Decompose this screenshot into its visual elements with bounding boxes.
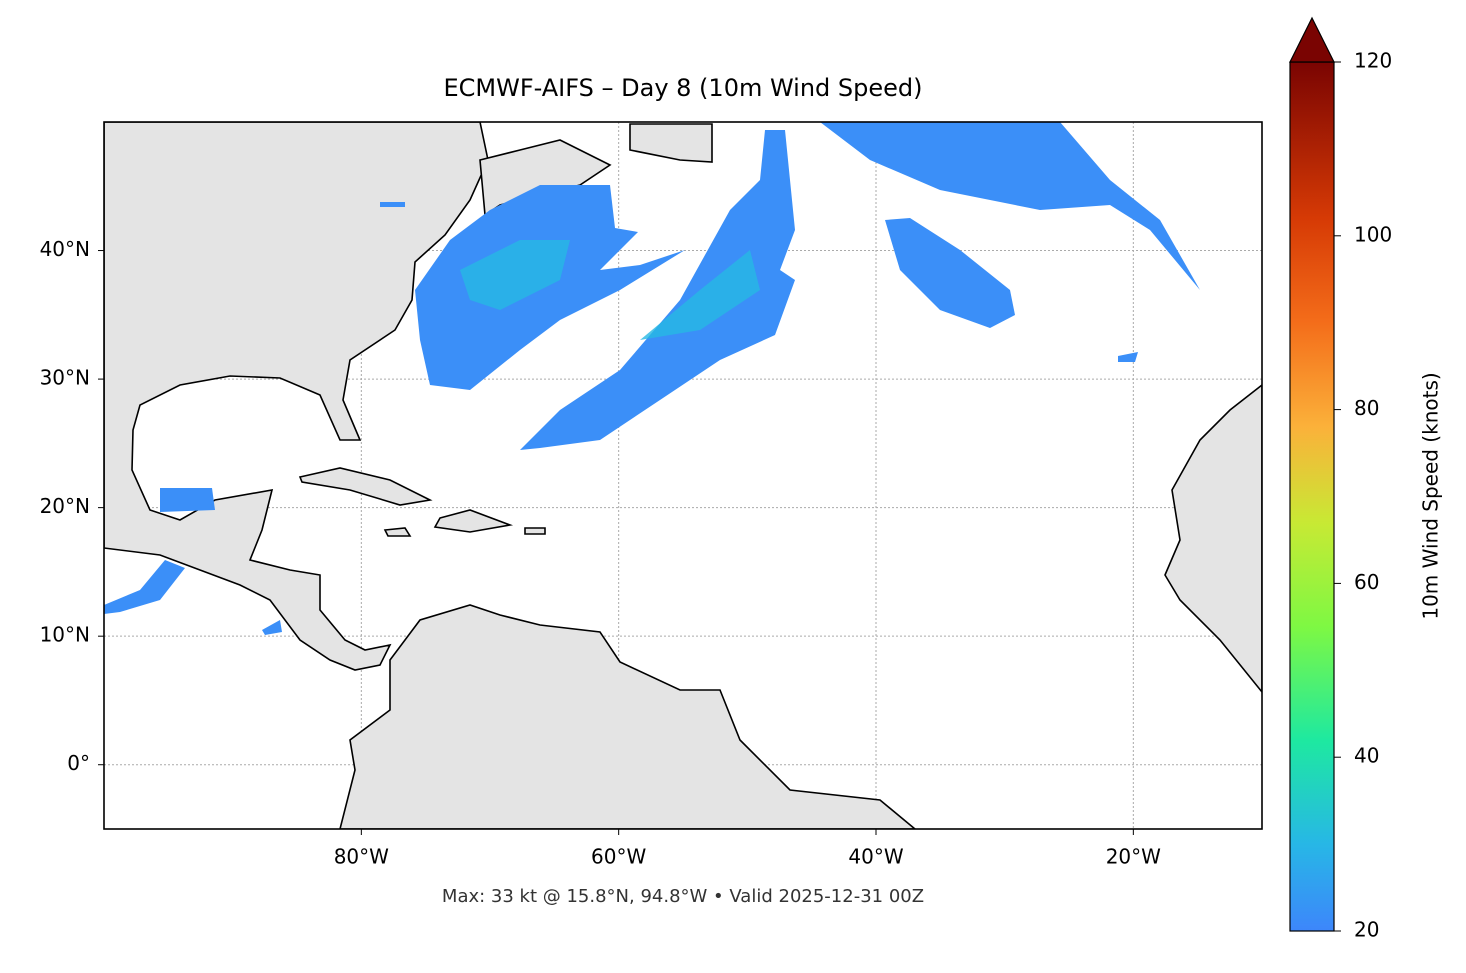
x-tick-label: 60°W [591,845,646,869]
colorbar-ticks: 20 40 60 80 100 120 [1334,49,1392,942]
y-tick-label: 40°N [40,237,90,261]
map-note: Max: 33 kt @ 15.8°N, 94.8°W • Valid 2025… [442,886,924,907]
colorbar-tick-label: 80 [1354,396,1379,420]
colorbar-tick-label: 100 [1354,222,1392,246]
x-tick-label: 80°W [334,845,389,869]
colorbar-extend [1289,16,1335,63]
hispaniola [433,509,514,533]
x-tick-label: 40°W [848,845,903,869]
colorbar-label: 10m Wind Speed (knots) [1419,372,1443,619]
newfoundland [629,123,713,163]
north-america [104,122,489,671]
y-tick-label: 30°N [40,366,90,390]
x-tick-label: 20°W [1106,845,1161,869]
colorbar-tick-label: 20 [1354,918,1379,942]
colorbar-tick-label: 60 [1354,570,1379,594]
map-area [104,122,1262,829]
puerto-rico [524,527,546,535]
y-tick-label: 10°N [40,623,90,647]
africa [1164,383,1262,694]
colorbar-tick-label: 40 [1354,744,1379,768]
jamaica [383,527,412,537]
map-title: ECMWF-AIFS – Day 8 (10m Wind Speed) [443,74,922,102]
wind-field [104,122,1200,635]
map-frame [103,121,1263,830]
y-tick-label: 20°N [40,494,90,518]
y-tick-label: 0° [67,751,90,775]
colorbar-tick-label: 120 [1354,49,1392,73]
south-america [339,604,917,829]
colorbar [1289,61,1335,932]
axis-ticks: 80°W 60°W 40°W 20°W 0° 10°N 20°N 30°N 40°N [40,237,1162,868]
cuba [298,467,433,506]
